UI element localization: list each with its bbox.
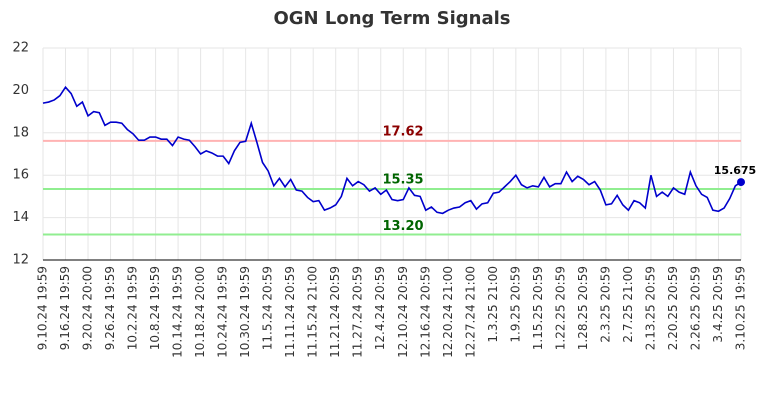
x-tick-label: 10.2.24 19:59 bbox=[126, 266, 140, 350]
x-tick-label: 1.3.25 21:00 bbox=[486, 266, 500, 343]
x-tick-label: 9.20.24 20:00 bbox=[81, 266, 95, 350]
x-tick-label: 9.16.24 19:59 bbox=[58, 266, 72, 350]
x-tick-label: 12.20.24 21:00 bbox=[441, 266, 455, 358]
y-tick-label: 16 bbox=[12, 168, 29, 183]
y-tick-label: 12 bbox=[12, 253, 29, 268]
signal-label: 13.20 bbox=[382, 219, 423, 234]
y-tick-label: 14 bbox=[12, 210, 29, 225]
chart-title: OGN Long Term Signals bbox=[273, 8, 510, 29]
price-line bbox=[42, 85, 742, 215]
y-tick-label: 22 bbox=[12, 41, 29, 56]
x-tick-label: 9.26.24 19:59 bbox=[103, 266, 117, 350]
last-point bbox=[737, 178, 745, 187]
x-tick-label: 10.30.24 19:59 bbox=[238, 266, 252, 358]
x-tick-label: 3.4.25 20:59 bbox=[711, 266, 725, 343]
x-tick-label: 12.10.24 20:59 bbox=[396, 266, 410, 358]
x-tick-label: 2.26.25 20:59 bbox=[688, 266, 702, 350]
x-tick-label: 12.16.24 20:59 bbox=[418, 266, 432, 358]
x-tick-label: 2.7.25 21:00 bbox=[621, 266, 635, 343]
x-tick-label: 1.9.25 20:59 bbox=[508, 266, 522, 343]
x-tick-label: 2.20.25 20:59 bbox=[666, 266, 680, 350]
x-tick-label: 12.27.24 21:00 bbox=[463, 266, 477, 358]
x-tick-label: 11.21.24 20:59 bbox=[328, 266, 342, 358]
x-tick-label: 10.18.24 20:00 bbox=[193, 266, 207, 358]
x-tick-label: 3.10.25 19:59 bbox=[734, 266, 748, 350]
x-tick-label: 2.13.25 20:59 bbox=[643, 266, 657, 350]
x-tick-label: 10.8.24 19:59 bbox=[148, 266, 162, 350]
signal-label: 17.62 bbox=[382, 124, 423, 139]
x-tick-label: 12.4.24 20:59 bbox=[373, 266, 387, 350]
x-tick-label: 11.5.24 20:59 bbox=[261, 266, 275, 350]
x-tick-label: 11.11.24 20:59 bbox=[283, 266, 297, 358]
y-tick-label: 18 bbox=[12, 125, 29, 140]
x-tick-label: 10.14.24 19:59 bbox=[171, 266, 185, 358]
y-tick-label: 20 bbox=[12, 83, 29, 98]
x-tick-label: 10.24.24 19:59 bbox=[216, 266, 230, 358]
x-tick-label: 11.27.24 20:59 bbox=[351, 266, 365, 358]
x-tick-label: 2.3.25 20:59 bbox=[598, 266, 612, 343]
x-tick-label: 1.22.25 20:59 bbox=[553, 266, 567, 350]
signal-label: 15.35 bbox=[382, 172, 423, 187]
last-value-label: 15.675 bbox=[714, 164, 756, 177]
x-tick-label: 9.10.24 19:59 bbox=[36, 266, 50, 350]
x-tick-label: 1.28.25 20:59 bbox=[576, 266, 590, 350]
x-tick-label: 1.15.25 20:59 bbox=[531, 266, 545, 350]
x-tick-label: 11.15.24 21:00 bbox=[306, 266, 320, 358]
